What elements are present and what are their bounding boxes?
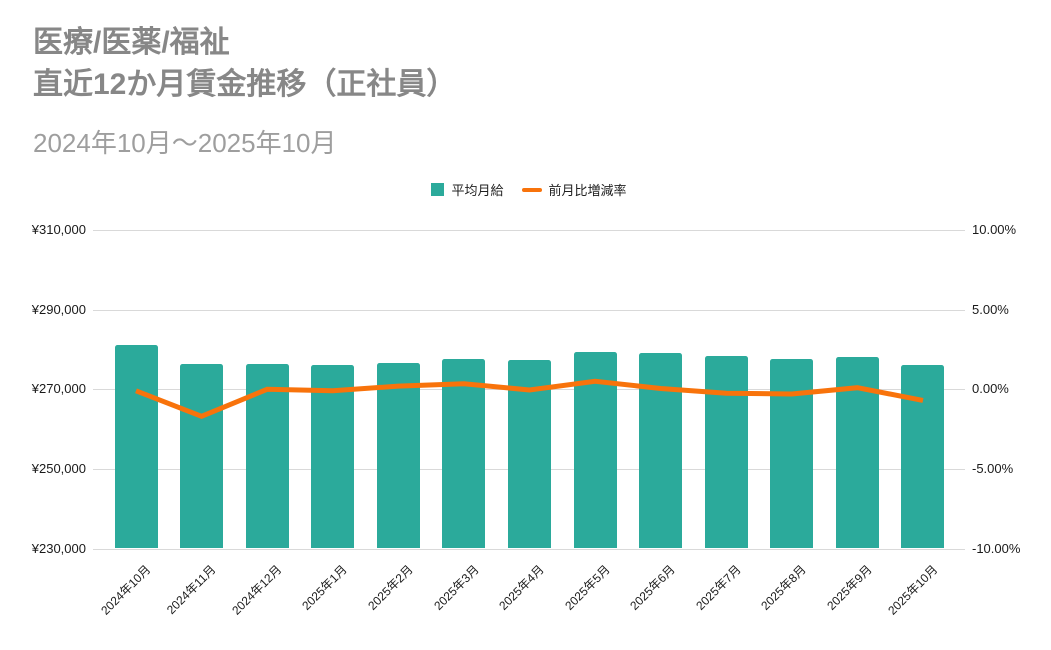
bar-4[interactable] [311,364,355,549]
y-axis-label-left: ¥230,000 [31,540,86,556]
gridline [93,548,965,550]
gridline [93,309,965,311]
y-axis-label-right: 0.00% [972,381,1009,397]
chart-title-line1: 医療/医薬/福祉 [33,26,230,59]
chart-header: 医療/医薬/福祉 直近12か月賃金推移（正社員） 2024年10月～2025年1… [33,22,456,159]
legend: 平均月給 前月比増減率 [93,180,965,199]
y-axis-label-right: -5.00% [972,460,1014,476]
legend-line-label: 前月比増減率 [548,183,627,198]
bar-2[interactable] [180,363,224,549]
gridline [93,230,965,231]
y-axis-label-left: ¥250,000 [31,460,86,476]
bar-1[interactable] [114,345,158,549]
y-axis-label-right: -10.00% [972,540,1021,556]
y-axis-label-right: 10.00% [972,222,1017,237]
bar-5[interactable] [376,362,420,549]
chart-period: 2024年10月～2025年10月 [33,128,337,158]
legend-bar-label: 平均月給 [451,183,504,198]
bar-series-swatch-icon [431,183,445,196]
y-axis-label-right: 5.00% [972,301,1009,317]
y-axis-label-left: ¥310,000 [31,222,86,237]
line-series-swatch-icon [521,187,542,192]
legend-item-bar-series: 平均月給 [431,180,504,199]
bar-10[interactable] [704,356,748,549]
chart-title-line2: 直近12か月賃金推移（正社員） [33,68,457,101]
bar-6[interactable] [442,358,486,549]
y-axis-label-left: ¥270,000 [31,381,86,397]
y-axis-label-left: ¥290,000 [31,301,86,317]
legend-item-line-series: 前月比増減率 [521,180,627,199]
trend-line[interactable] [135,378,924,419]
